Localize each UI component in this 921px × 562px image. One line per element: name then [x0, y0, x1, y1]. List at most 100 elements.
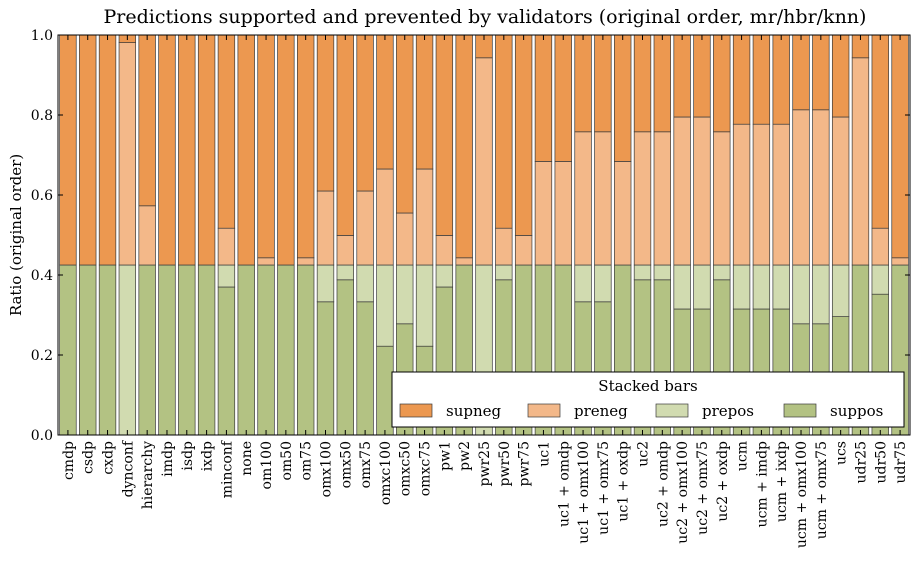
bar-preneg-42: [891, 257, 909, 266]
bar-preneg-19: [435, 235, 454, 266]
bar-preneg-29: [633, 131, 652, 266]
chart-title: Predictions supported and prevented by v…: [104, 6, 867, 28]
bar-suppos-9: [237, 264, 255, 436]
bar-supneg-39: [831, 34, 850, 118]
bar-preneg-14: [336, 235, 354, 266]
bar-preneg-30: [653, 131, 671, 266]
bar-supneg-36: [772, 34, 790, 125]
bar-supneg-17: [396, 34, 414, 214]
x-tick-label: pwr25: [477, 441, 493, 486]
bar-prepos-19: [435, 264, 454, 288]
bar-preneg-4: [138, 205, 156, 266]
bar-supneg-42: [891, 34, 909, 259]
bar-supneg-24: [534, 34, 553, 162]
x-tick-label: omx50: [338, 441, 354, 488]
x-tick-label: uc1: [536, 441, 552, 467]
bar-supneg-33: [713, 34, 731, 133]
x-tick-label: ucm + omx75: [814, 441, 830, 539]
bar-suppos-11: [277, 264, 295, 436]
bar-prepos-13: [316, 264, 335, 303]
bar-suppos-7: [197, 264, 216, 436]
bar-preneg-38: [812, 109, 830, 266]
x-tick-label: ucm + imdp: [754, 441, 770, 527]
x-tick-label: omxc100: [378, 441, 394, 505]
bar-supneg-37: [792, 34, 810, 111]
bar-supneg-26: [574, 34, 592, 133]
y-axis-label: Ratio (original order): [7, 154, 25, 316]
y-tick-label: 0.6: [31, 188, 53, 204]
x-tick-label: ucs: [834, 441, 850, 465]
bar-suppos-15: [356, 301, 374, 436]
bar-preneg-25: [554, 161, 572, 266]
bar-supneg-31: [673, 34, 691, 118]
bar-supneg-6: [178, 34, 196, 266]
bar-preneg-31: [673, 116, 691, 266]
bar-supneg-8: [217, 34, 236, 229]
x-tick-label: omx75: [358, 441, 374, 488]
bar-supneg-14: [336, 34, 354, 236]
bar-suppos-5: [158, 264, 176, 436]
x-tick-label: om100: [259, 441, 275, 489]
bar-preneg-27: [594, 131, 612, 266]
bar-preneg-10: [257, 257, 275, 266]
x-tick-label: hierarchy: [140, 441, 156, 509]
bar-suppos-8: [217, 286, 236, 436]
y-tick-label: 0.2: [31, 348, 53, 364]
legend-label-suppos: suppos: [830, 402, 883, 420]
bar-preneg-22: [495, 227, 513, 266]
bar-preneg-12: [297, 257, 315, 266]
x-tick-label: cmdp: [61, 441, 77, 480]
legend-title: Stacked bars: [598, 377, 697, 395]
bar-prepos-18: [415, 264, 434, 347]
bar-suppos-6: [178, 264, 196, 436]
x-tick-label: pwr50: [497, 441, 513, 486]
bar-prepos-22: [495, 264, 513, 281]
bar-supneg-18: [415, 34, 434, 170]
bar-preneg-35: [752, 123, 771, 266]
bar-preneg-15: [356, 190, 374, 266]
bar-prepos-38: [812, 264, 830, 325]
legend-label-prepos: prepos: [702, 402, 754, 420]
x-tick-label: om75: [299, 441, 315, 481]
bar-preneg-18: [415, 168, 434, 266]
bar-prepos-41: [871, 264, 889, 295]
bar-supneg-38: [812, 34, 830, 111]
x-tick-label: ucm + ixdp: [774, 441, 790, 522]
bar-suppos-2: [98, 264, 117, 436]
bar-supneg-30: [653, 34, 671, 133]
x-tick-label: uc1 + omx75: [596, 441, 612, 535]
bar-preneg-8: [217, 227, 236, 266]
bar-suppos-16: [376, 345, 394, 436]
legend: Stacked bars supneg preneg prepos suppos: [391, 371, 905, 428]
bar-prepos-34: [732, 264, 751, 310]
legend-swatch-supneg: [399, 403, 433, 418]
legend-swatch-preneg: [527, 403, 561, 418]
bar-suppos-0: [59, 264, 77, 436]
x-tick-label: uc2: [636, 441, 652, 467]
bar-supneg-16: [376, 34, 394, 170]
bar-supneg-35: [752, 34, 771, 125]
legend-label-supneg: supneg: [446, 402, 501, 420]
bar-preneg-17: [396, 212, 414, 266]
x-tick-label: uc2 + omx75: [695, 441, 711, 535]
bar-supneg-15: [356, 34, 374, 192]
bar-preneg-32: [693, 116, 711, 266]
x-tick-label: none: [239, 441, 255, 476]
bar-prepos-30: [653, 264, 671, 281]
bar-preneg-34: [732, 123, 751, 266]
bar-prepos-26: [574, 264, 592, 303]
x-tick-label: uc1 + omx100: [576, 441, 592, 544]
x-tick-label: uc2 + omdp: [655, 441, 671, 527]
legend-swatch-prepos: [655, 403, 689, 418]
bar-supneg-41: [871, 34, 889, 229]
bar-prepos-27: [594, 264, 612, 303]
bar-supneg-2: [98, 34, 117, 266]
bar-preneg-16: [376, 168, 394, 266]
x-tick-label: pwr75: [517, 441, 533, 486]
x-tick-label: omxc75: [418, 441, 434, 496]
x-tick-label: cxdp: [101, 441, 117, 475]
y-axis-ticks: 0.0 0.2 0.4 0.6 0.8 1.0: [31, 28, 910, 444]
x-tick-label: minconf: [219, 439, 235, 498]
bar-preneg-28: [614, 161, 632, 266]
